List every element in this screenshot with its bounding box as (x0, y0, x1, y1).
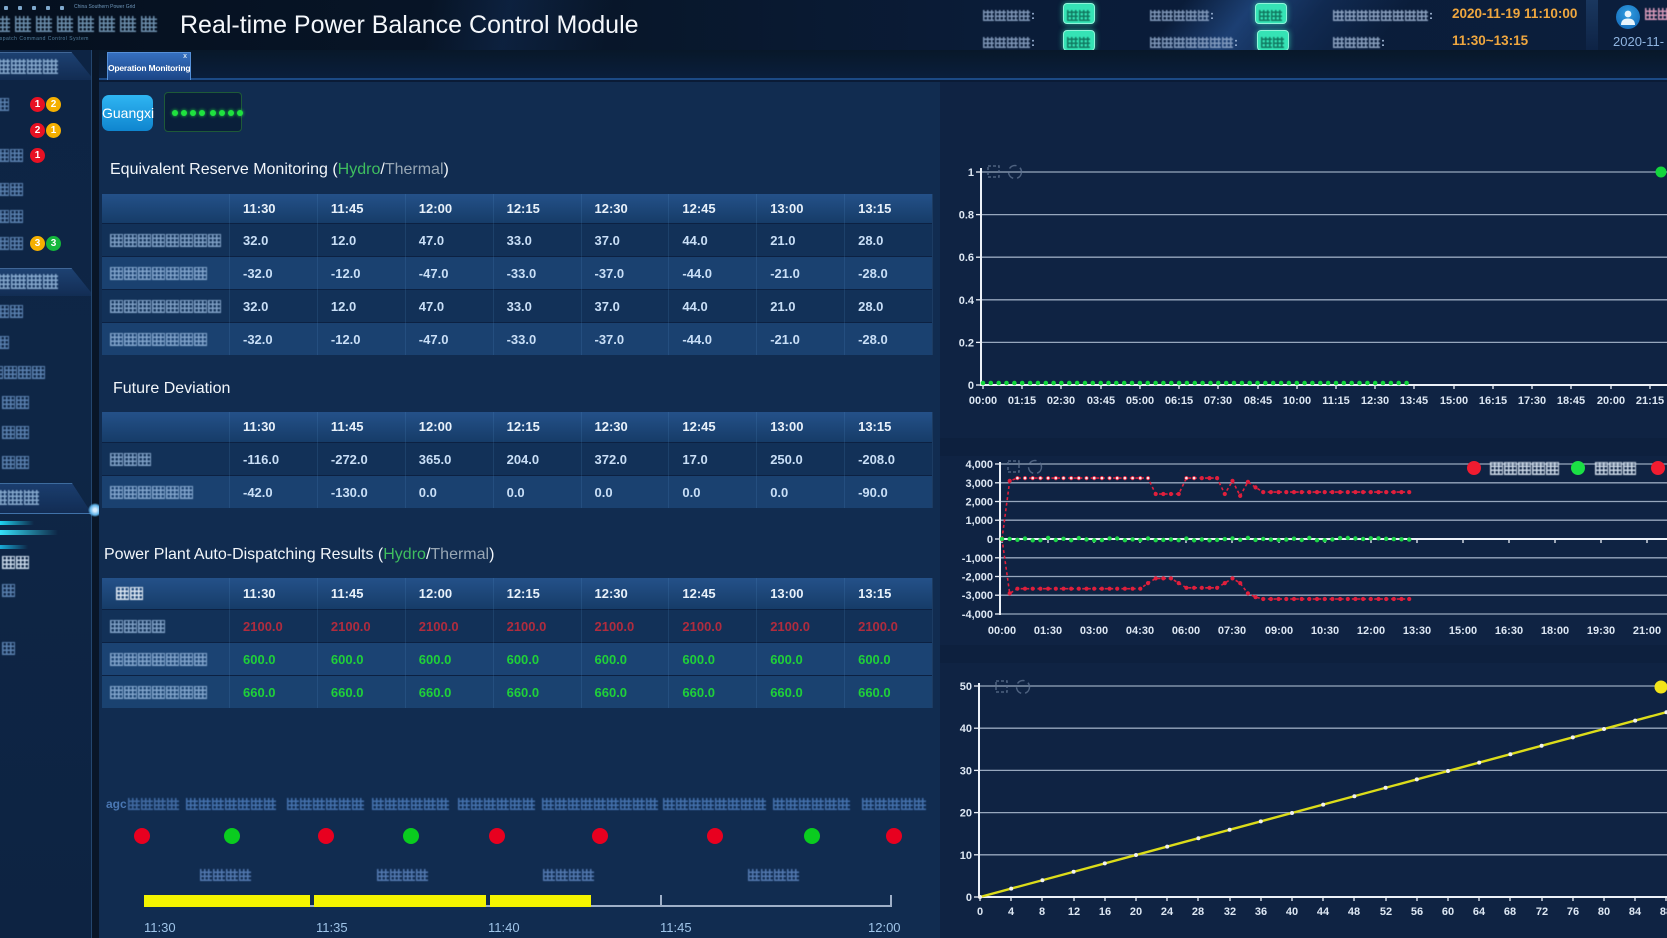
svg-text:48: 48 (1348, 906, 1360, 918)
svg-text:09:00: 09:00 (1265, 625, 1293, 637)
svg-text:15:00: 15:00 (1449, 625, 1477, 637)
svg-text:15:00: 15:00 (1440, 395, 1468, 407)
svg-text:28: 28 (1192, 906, 1204, 918)
svg-text:12:00: 12:00 (1357, 625, 1385, 637)
svg-text:01:30: 01:30 (1034, 625, 1062, 637)
svg-text:84: 84 (1629, 906, 1642, 918)
svg-text:56: 56 (1411, 906, 1423, 918)
svg-text:20: 20 (1130, 906, 1142, 918)
svg-text:24: 24 (1161, 906, 1174, 918)
svg-text:02:30: 02:30 (1047, 395, 1075, 407)
svg-text:06:15: 06:15 (1165, 395, 1193, 407)
svg-text:16:15: 16:15 (1479, 395, 1507, 407)
svg-text:21:00: 21:00 (1633, 625, 1661, 637)
svg-text:13:45: 13:45 (1400, 395, 1428, 407)
svg-text:36: 36 (1255, 906, 1267, 918)
svg-text:72: 72 (1536, 906, 1548, 918)
svg-text:03:45: 03:45 (1087, 395, 1115, 407)
svg-text:18:45: 18:45 (1557, 395, 1585, 407)
svg-text:07:30: 07:30 (1204, 395, 1232, 407)
svg-text:20:00: 20:00 (1597, 395, 1625, 407)
svg-text:-2,000: -2,000 (962, 572, 993, 584)
svg-text:01:15: 01:15 (1008, 395, 1036, 407)
svg-text:20: 20 (960, 808, 972, 820)
svg-text:10: 10 (960, 850, 972, 862)
svg-text:05:00: 05:00 (1126, 395, 1154, 407)
svg-text:12:30: 12:30 (1361, 395, 1389, 407)
svg-text:0: 0 (968, 380, 974, 392)
svg-text:40: 40 (1286, 906, 1298, 918)
svg-text:0.4: 0.4 (959, 295, 975, 307)
svg-text:10:00: 10:00 (1283, 395, 1311, 407)
svg-text:00:00: 00:00 (988, 625, 1016, 637)
svg-text:07:30: 07:30 (1218, 625, 1246, 637)
svg-text:52: 52 (1380, 906, 1392, 918)
svg-text:4: 4 (1008, 906, 1015, 918)
svg-text:-1,000: -1,000 (962, 553, 993, 565)
svg-text:1,000: 1,000 (965, 515, 993, 527)
svg-text:19:30: 19:30 (1587, 625, 1615, 637)
svg-text:8: 8 (1039, 906, 1045, 918)
svg-text:04:30: 04:30 (1126, 625, 1154, 637)
svg-text:32: 32 (1224, 906, 1236, 918)
svg-text:88: 88 (1660, 906, 1667, 918)
svg-text:2,000: 2,000 (965, 497, 993, 509)
svg-text:60: 60 (1442, 906, 1454, 918)
svg-text:0.8: 0.8 (959, 210, 974, 222)
svg-text:16:30: 16:30 (1495, 625, 1523, 637)
svg-text:0: 0 (987, 534, 993, 546)
svg-text:1: 1 (968, 167, 974, 179)
svg-text:64: 64 (1473, 906, 1486, 918)
svg-text:-4,000: -4,000 (962, 609, 993, 621)
svg-text:10:30: 10:30 (1311, 625, 1339, 637)
svg-text:17:30: 17:30 (1518, 395, 1546, 407)
svg-text:0.6: 0.6 (959, 252, 974, 264)
svg-text:00:00: 00:00 (969, 395, 997, 407)
svg-text:44: 44 (1317, 906, 1330, 918)
svg-text:30: 30 (960, 765, 972, 777)
svg-text:4,000: 4,000 (965, 459, 993, 471)
svg-text:12: 12 (1068, 906, 1080, 918)
svg-text:13:30: 13:30 (1403, 625, 1431, 637)
svg-text:11:15: 11:15 (1322, 395, 1350, 407)
svg-text:3,000: 3,000 (965, 478, 993, 490)
svg-text:16: 16 (1099, 906, 1111, 918)
svg-text:68: 68 (1504, 906, 1516, 918)
svg-text:06:00: 06:00 (1172, 625, 1200, 637)
svg-text:18:00: 18:00 (1541, 625, 1569, 637)
svg-text:21:15: 21:15 (1636, 395, 1664, 407)
svg-text:-3,000: -3,000 (962, 590, 993, 602)
svg-text:0: 0 (977, 906, 983, 918)
svg-text:40: 40 (960, 723, 972, 735)
svg-text:08:45: 08:45 (1244, 395, 1272, 407)
svg-text:0.2: 0.2 (959, 337, 974, 349)
svg-text:0: 0 (966, 892, 972, 904)
svg-text:50: 50 (960, 681, 972, 693)
svg-text:80: 80 (1598, 906, 1610, 918)
svg-text:76: 76 (1567, 906, 1579, 918)
svg-text:03:00: 03:00 (1080, 625, 1108, 637)
